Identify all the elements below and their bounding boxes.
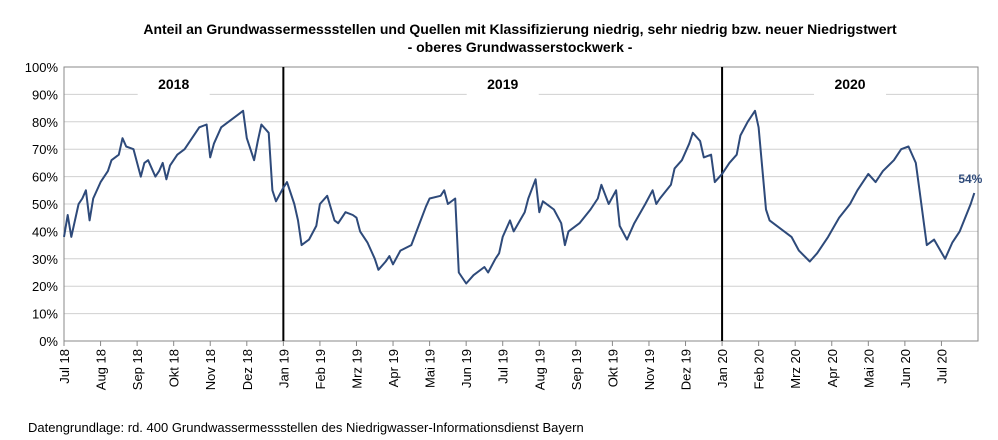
x-tick-label: Apr 20 xyxy=(825,349,840,387)
y-tick-label: 30% xyxy=(32,252,58,267)
x-tick-label: Mai 19 xyxy=(423,349,438,388)
x-tick-label: Feb 20 xyxy=(752,349,767,389)
y-tick-label: 80% xyxy=(32,115,58,130)
x-tick-label: Okt 18 xyxy=(167,349,182,387)
y-tick-label: 100% xyxy=(25,60,59,75)
x-tick-label: Jul 19 xyxy=(496,349,511,384)
x-tick-label: Nov 18 xyxy=(203,349,218,390)
x-tick-label: Sep 18 xyxy=(130,349,145,390)
x-tick-label: Aug 19 xyxy=(532,349,547,390)
chart-subtitle: - oberes Grundwasserstockwerk - xyxy=(408,39,633,55)
x-tick-label: Jun 19 xyxy=(459,349,474,388)
x-tick-label: Nov 19 xyxy=(642,349,657,390)
chart-title: Anteil an Grundwassermessstellen und Que… xyxy=(143,21,897,37)
x-tick-label: Feb 19 xyxy=(313,349,328,389)
y-tick-label: 40% xyxy=(32,224,58,239)
year-label: 2020 xyxy=(834,76,865,92)
y-tick-label: 70% xyxy=(32,142,58,157)
x-tick-label: Dez 19 xyxy=(679,349,694,390)
y-tick-label: 10% xyxy=(32,307,58,322)
x-tick-label: Jan 19 xyxy=(276,349,291,388)
y-tick-label: 0% xyxy=(39,334,58,349)
y-tick-label: 20% xyxy=(32,279,58,294)
year-label: 2019 xyxy=(487,76,518,92)
x-tick-label: Aug 18 xyxy=(94,349,109,390)
y-tick-label: 90% xyxy=(32,87,58,102)
x-tick-label: Mai 20 xyxy=(861,349,876,388)
x-tick-label: Jul 18 xyxy=(57,349,72,384)
end-label: 54% xyxy=(958,172,982,186)
year-label-box xyxy=(137,73,210,95)
x-tick-label: Jan 20 xyxy=(715,349,730,388)
plot-border xyxy=(63,66,979,342)
y-tick-label: 60% xyxy=(32,170,58,185)
x-tick-label: Dez 18 xyxy=(240,349,255,390)
x-tick-label: Okt 19 xyxy=(605,349,620,387)
y-tick-label: 50% xyxy=(32,197,58,212)
x-tick-label: Jul 20 xyxy=(934,349,949,384)
year-label: 2018 xyxy=(158,76,189,92)
x-tick-label: Jun 20 xyxy=(898,349,913,388)
year-label-box xyxy=(466,73,539,95)
x-tick-label: Mrz 19 xyxy=(349,349,364,389)
data-line xyxy=(63,109,976,285)
x-tick-label: Sep 19 xyxy=(569,349,584,390)
x-tick-label: Apr 19 xyxy=(386,349,401,387)
source-note: Datengrundlage: rd. 400 Grundwassermesss… xyxy=(28,420,584,435)
year-label-box xyxy=(814,73,887,95)
x-tick-label: Mrz 20 xyxy=(788,349,803,389)
